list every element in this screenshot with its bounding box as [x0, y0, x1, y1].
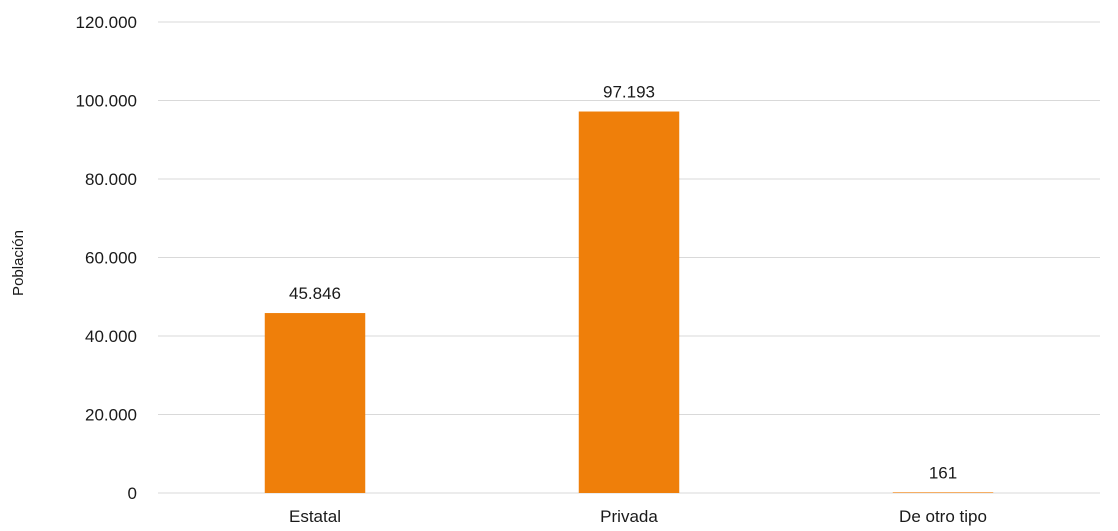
data-labels: 45.846 97.193 161 — [289, 83, 957, 483]
bar-de-otro-tipo — [892, 492, 994, 493]
y-tick-label: 80.000 — [85, 170, 137, 189]
x-axis-categories: Estatal Privada De otro tipo — [289, 507, 987, 526]
data-label: 161 — [929, 463, 957, 482]
y-axis-ticks: 0 20.000 40.000 60.000 80.000 100.000 120.000 — [76, 13, 137, 503]
bar-estatal — [264, 313, 366, 493]
y-axis-title: Población — [10, 230, 27, 296]
y-tick-label: 20.000 — [85, 406, 137, 425]
x-category-label: Estatal — [289, 507, 341, 526]
y-tick-label: 120.000 — [76, 13, 137, 32]
x-category-label: De otro tipo — [899, 507, 987, 526]
bars — [264, 111, 994, 494]
x-category-label: Privada — [600, 507, 658, 526]
y-tick-label: 40.000 — [85, 327, 137, 346]
bar-privada — [578, 111, 680, 494]
y-tick-label: 100.000 — [76, 92, 137, 111]
data-label: 45.846 — [289, 284, 341, 303]
y-tick-label: 0 — [128, 484, 137, 503]
y-tick-label: 60.000 — [85, 249, 137, 268]
data-label: 97.193 — [603, 83, 655, 102]
